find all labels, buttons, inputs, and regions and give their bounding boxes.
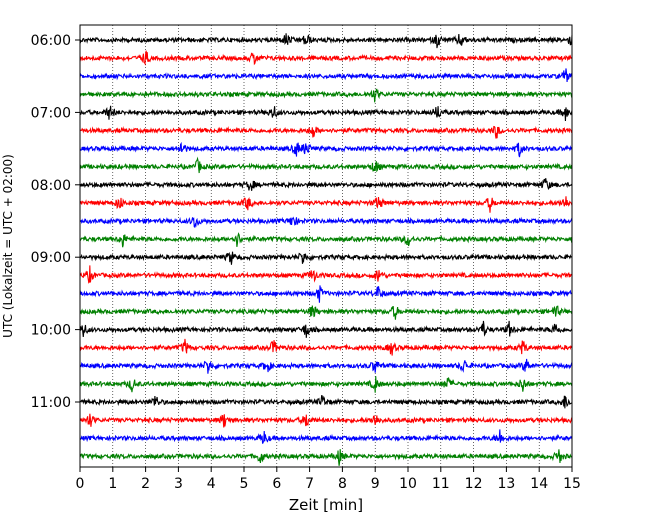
- x-tick-label: 13: [497, 476, 515, 492]
- traces: [79, 33, 573, 466]
- trace-0900: [79, 251, 573, 265]
- x-tick-label: 3: [174, 476, 183, 492]
- x-tick-label: 5: [240, 476, 249, 492]
- y-axis-label: UTC (Lokalzeit = UTC + 02:00): [1, 154, 15, 338]
- x-tick-label: 9: [371, 476, 380, 492]
- x-tick-label: 11: [432, 476, 450, 492]
- x-axis: 0 1 2 3 4 5 6 7 8 9 10 11 12 13 14 15: [76, 467, 581, 492]
- trace-1015: [79, 338, 573, 356]
- trace-1100: [79, 394, 573, 409]
- y-axis: 06:00 07:00 08:00 09:00 10:00 11:00: [31, 33, 80, 411]
- x-tick-label: 1: [108, 476, 117, 492]
- plot-area: [80, 25, 572, 467]
- trace-1000: [79, 320, 573, 338]
- trace-0700: [79, 105, 573, 122]
- trace-0715: [79, 125, 573, 139]
- trace-0730: [79, 141, 573, 158]
- x-tick-label: 4: [207, 476, 216, 492]
- x-tick-label: 8: [338, 476, 347, 492]
- trace-0945: [79, 305, 573, 320]
- x-tick-label: 2: [141, 476, 150, 492]
- x-tick-label: 6: [272, 476, 281, 492]
- trace-0645: [79, 88, 573, 103]
- y-tick-label: 07:00: [31, 105, 71, 121]
- trace-1115: [79, 413, 573, 428]
- x-tick-label: 14: [530, 476, 548, 492]
- trace-0830: [79, 216, 573, 228]
- trace-1045: [79, 376, 573, 393]
- trace-0630: [79, 68, 573, 83]
- x-tick-label: 15: [563, 476, 581, 492]
- trace-0930: [79, 285, 573, 303]
- y-tick-label: 11:00: [31, 395, 71, 411]
- y-tick-label: 10:00: [31, 323, 71, 339]
- trace-0845: [79, 232, 573, 248]
- x-tick-label: 7: [305, 476, 314, 492]
- trace-1145: [79, 449, 573, 466]
- trace-0745: [79, 156, 573, 174]
- trace-1030: [79, 358, 573, 374]
- x-tick-label: 10: [399, 476, 417, 492]
- trace-0815: [79, 196, 573, 213]
- y-tick-label: 09:00: [31, 250, 71, 266]
- trace-0600: [79, 33, 573, 49]
- trace-0915: [79, 265, 573, 284]
- plot-frame: [79, 24, 573, 468]
- trace-0615: [79, 50, 573, 66]
- x-tick-label: 0: [76, 476, 85, 492]
- trace-1130: [79, 429, 573, 444]
- y-tick-label: 08:00: [31, 178, 71, 194]
- y-tick-label: 06:00: [31, 33, 71, 49]
- x-axis-label: Zeit [min]: [289, 496, 363, 514]
- x-tick-label: 12: [465, 476, 483, 492]
- trace-0800: [79, 178, 573, 191]
